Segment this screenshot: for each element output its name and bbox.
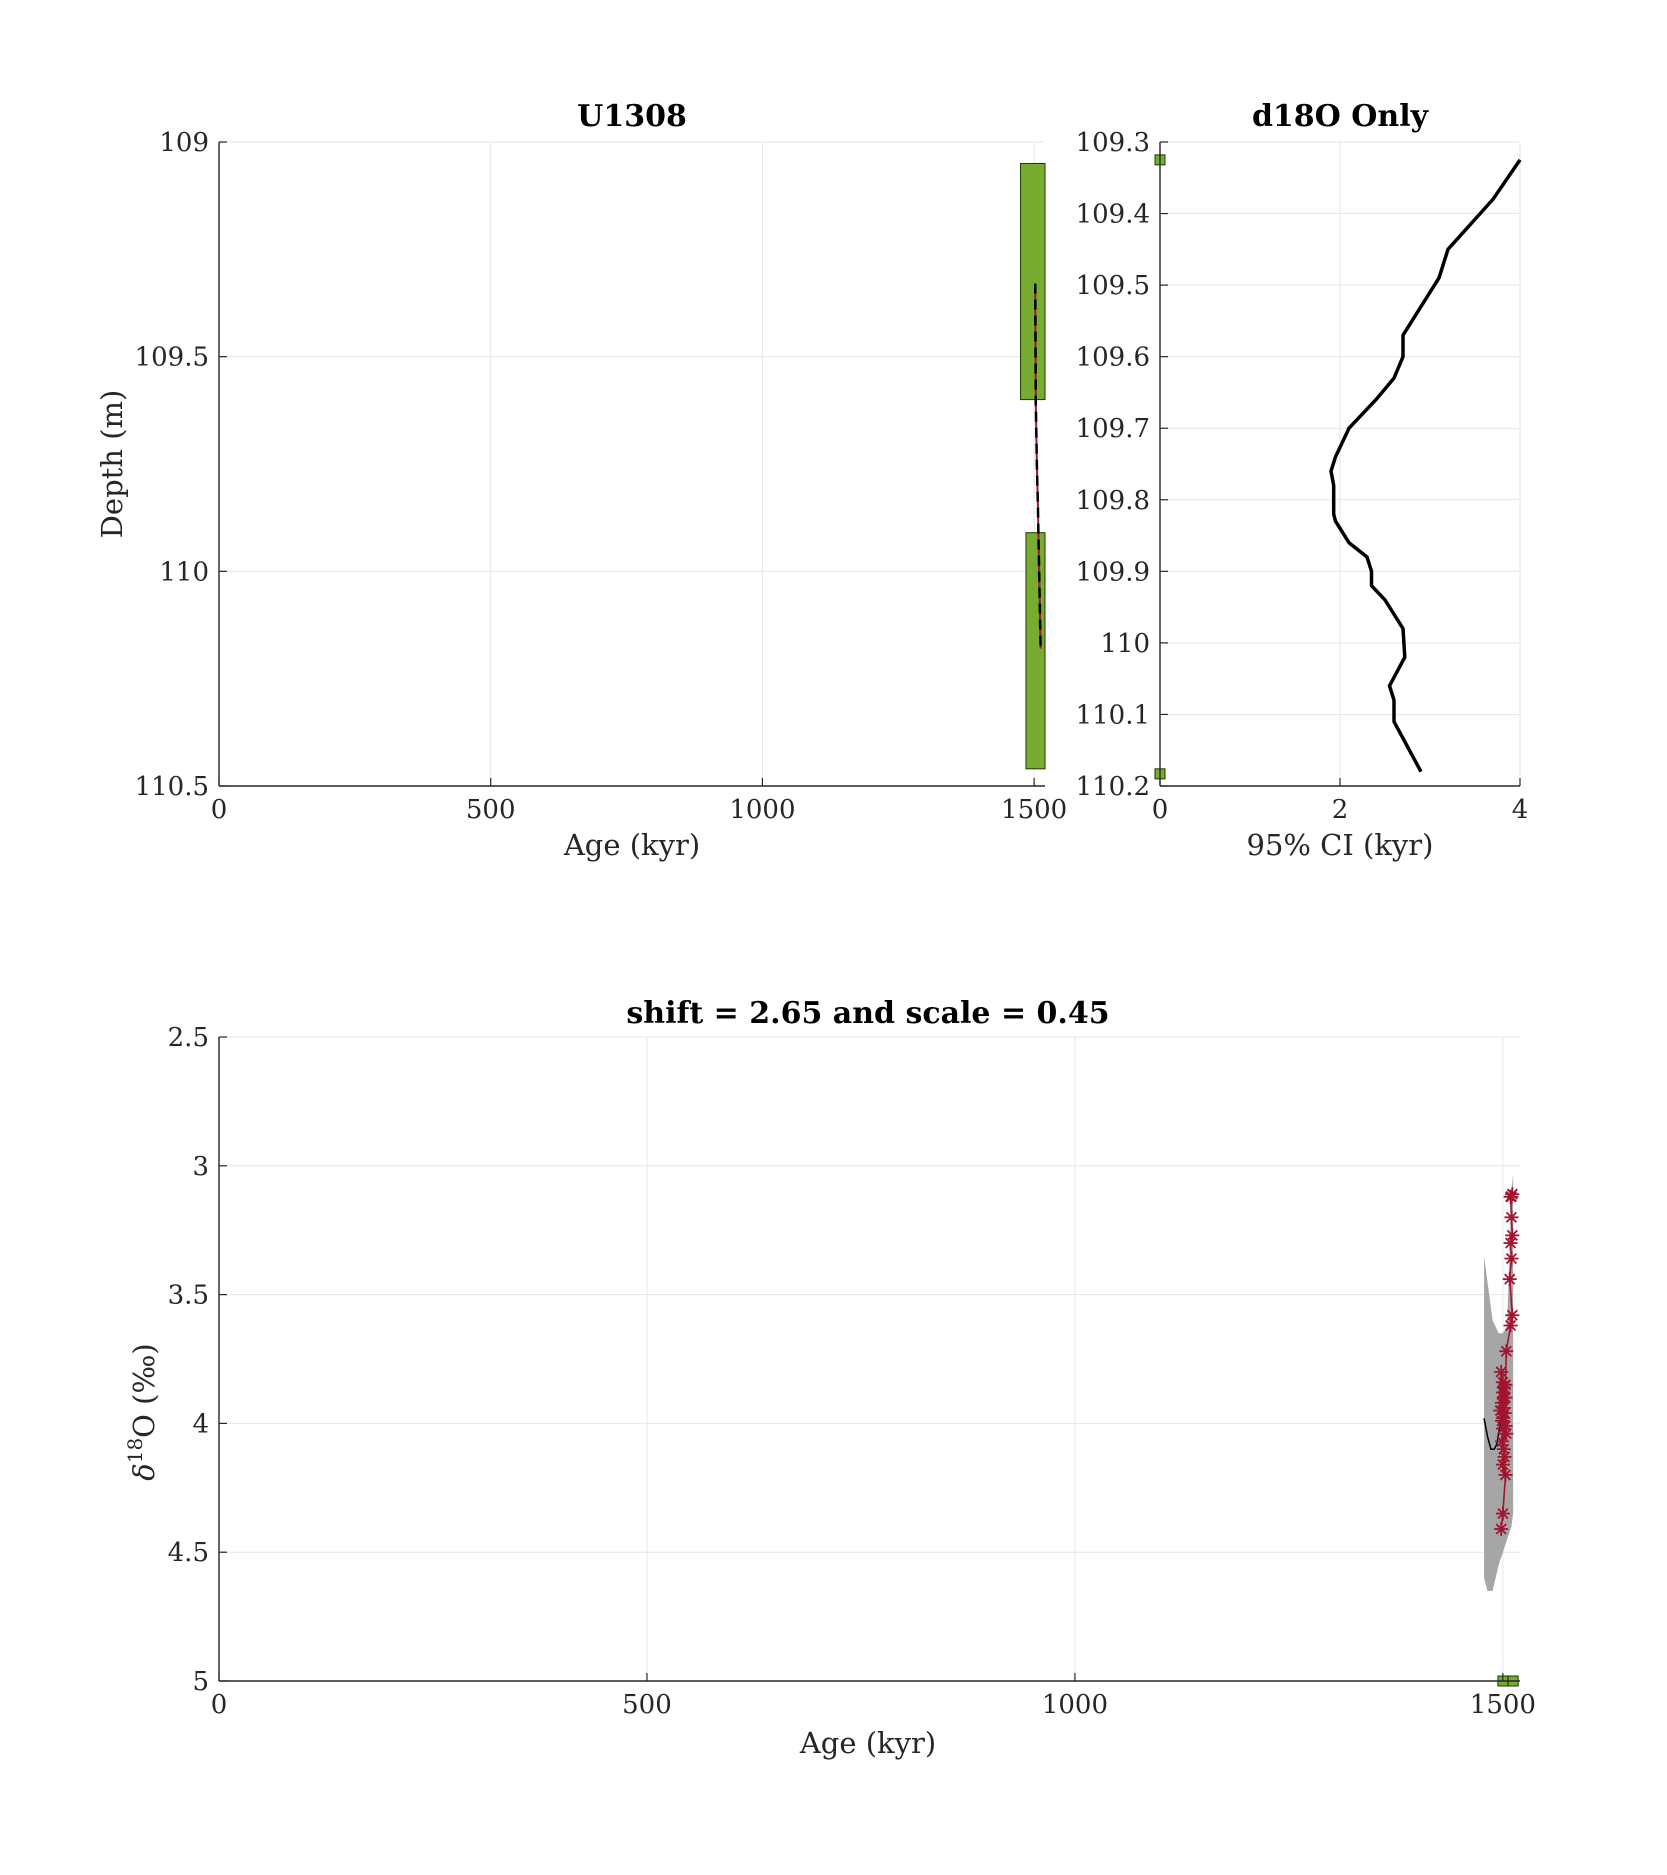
d18o-grid [218,1036,1520,1682]
ci-x-tick-label: 4 [1512,795,1529,825]
d18o-y-tick-label: 3 [192,1152,209,1182]
ci-plot-area [1154,154,1522,780]
tiepoint-box [1020,162,1046,401]
d18o-data-point-stroke [1504,1237,1517,1249]
d18o-data-point-stroke [1505,1191,1518,1203]
d18o-data-point [1504,1251,1519,1266]
ci-x-tick-label: 2 [1332,795,1349,825]
ci-y-tick-label: 109.5 [1076,271,1150,301]
ci-grid [1159,141,1521,787]
d18o-data-point-stroke [1499,1379,1512,1391]
d18o-x-tick-label: 1500 [1470,1690,1536,1720]
d18o-data-point [1495,1421,1510,1436]
depth-age-x-tick-label: 500 [466,795,516,825]
depth-age-y-tick-label: 109.5 [135,343,209,373]
d18o-y-axis-label-superscript: 18 [123,1438,147,1463]
d18o-data-point-stroke [1506,1229,1518,1241]
d18o-x-axis-label: Age (kyr) [799,1726,936,1760]
d18o-data-point-stroke [1497,1422,1509,1435]
d18o-data-point-stroke [1496,1435,1508,1448]
d18o-panel: 0 500 1000 1500 2.5 3 3.5 4 4.5 5 shift = 2.65 an… [123,996,1536,1760]
ci-y-tick-label: 109.7 [1076,414,1150,444]
d18o-x-tick-label: 0 [211,1690,228,1720]
depth-age-y-tick-label: 110.5 [135,772,209,802]
ci-y-tick-label: 109.4 [1076,200,1150,230]
d18o-data-point [1495,1506,1510,1521]
d18o-data-point-stroke [1499,1469,1512,1481]
ci-panel: 0 2 4 109.3 109.4 109.5 109.6 109.7 109.8 109.9 11… [1076,99,1529,862]
ci-y-tick-label: 110.1 [1076,700,1150,730]
depth-age-title: U1308 [577,99,687,134]
ci-line [1329,158,1522,773]
d18o-data-point [1505,1228,1520,1243]
d18o-data-point-stroke [1505,1211,1518,1223]
d18o-tick-labels: 0 500 1000 1500 2.5 3 3.5 4 4.5 5 [168,1023,1536,1720]
d18o-y-tick-label: 5 [192,1667,209,1697]
ci-x-tick-label: 0 [1152,795,1169,825]
d18o-title: shift = 2.65 and scale = 0.45 [626,996,1109,1031]
d18o-x-tick-label: 500 [622,1690,672,1720]
d18o-data-point [1494,1364,1509,1379]
d18o-data-point [1504,1210,1519,1225]
d18o-y-tick-label: 3.5 [168,1281,209,1311]
d18o-data-point [1493,1403,1508,1418]
ci-axes [1159,141,1521,787]
d18o-data-point-stroke [1498,1392,1510,1404]
d18o-data-point-stroke [1497,1507,1509,1520]
tiepoint-box [1025,532,1046,770]
depth-age-y-tick-label: 110 [159,557,209,587]
d18o-data-point-stroke [1504,1273,1516,1285]
depth-age-x-tick-label: 0 [211,795,228,825]
depth-age-x-axis-label: Age (kyr) [563,828,700,862]
depth-age-axes [218,141,1045,787]
depth-age-tick-labels: 0 500 1000 1500 109 109.5 110 110.5 [135,128,1068,825]
d18o-x-tick-label: 1000 [1042,1690,1108,1720]
depth-age-panel: 0 500 1000 1500 109 109.5 110 110.5 U1308 Age (… [95,99,1067,862]
d18o-data-point-stroke [1506,1309,1518,1321]
depth-age-y-tick-label: 109 [159,128,209,158]
d18o-data-point-stroke [1504,1319,1517,1332]
ci-y-tick-label: 109.9 [1076,557,1150,587]
d18o-data-point [1502,1272,1517,1287]
ci-y-tick-label: 110 [1100,629,1150,659]
ci-title: d18O Only [1252,99,1430,134]
d18o-data-point [1496,1390,1511,1405]
d18o-y-tick-label: 4.5 [168,1538,209,1568]
d18o-y-axis-label-rest: O (‰) [127,1343,161,1438]
ci-y-tick-label: 110.2 [1076,772,1150,802]
depth-age-grid [218,141,1045,787]
d18o-data-point-stroke [1494,1404,1506,1417]
depth-age-plot-area [1020,162,1046,770]
d18o-data-point [1503,1318,1518,1333]
ci-y-tick-label: 109.6 [1076,343,1150,373]
d18o-data-point-stroke [1495,1366,1507,1378]
depth-age-y-axis-label: Depth (m) [95,390,129,539]
d18o-data-point [1498,1377,1513,1392]
d18o-y-tick-label: 2.5 [168,1023,209,1053]
ci-x-axis-label: 95% CI (kyr) [1247,828,1434,862]
d18o-data-point-stroke [1495,1523,1507,1535]
d18o-y-axis-label: δ18O (‰) [123,1343,161,1480]
depth-age-x-tick-label: 1000 [729,795,795,825]
d18o-data-point [1505,1308,1520,1323]
ci-tick-labels: 0 2 4 109.3 109.4 109.5 109.6 109.7 109.8 109.9 11… [1076,128,1529,825]
ci-y-tick-label: 109.3 [1076,128,1150,158]
d18o-data-point-stroke [1500,1345,1512,1357]
d18o-plot-area [1483,1173,1520,1687]
d18o-data-point [1504,1189,1519,1204]
ci-y-tick-label: 109.8 [1076,486,1150,516]
d18o-data-point-stroke [1497,1459,1509,1471]
d18o-data-point-stroke [1505,1252,1518,1265]
depth-age-x-tick-label: 1500 [1001,795,1067,825]
d18o-y-axis-label-symbol: δ [127,1463,161,1480]
d18o-data-point [1495,1434,1510,1449]
d18o-data-point [1494,1522,1509,1537]
age-model-dashed-line [1033,283,1042,649]
d18o-y-tick-label: 4 [192,1409,209,1439]
d18o-axes [218,1036,1520,1682]
d18o-data-point [1498,1467,1513,1482]
d18o-data-point [1499,1344,1514,1359]
